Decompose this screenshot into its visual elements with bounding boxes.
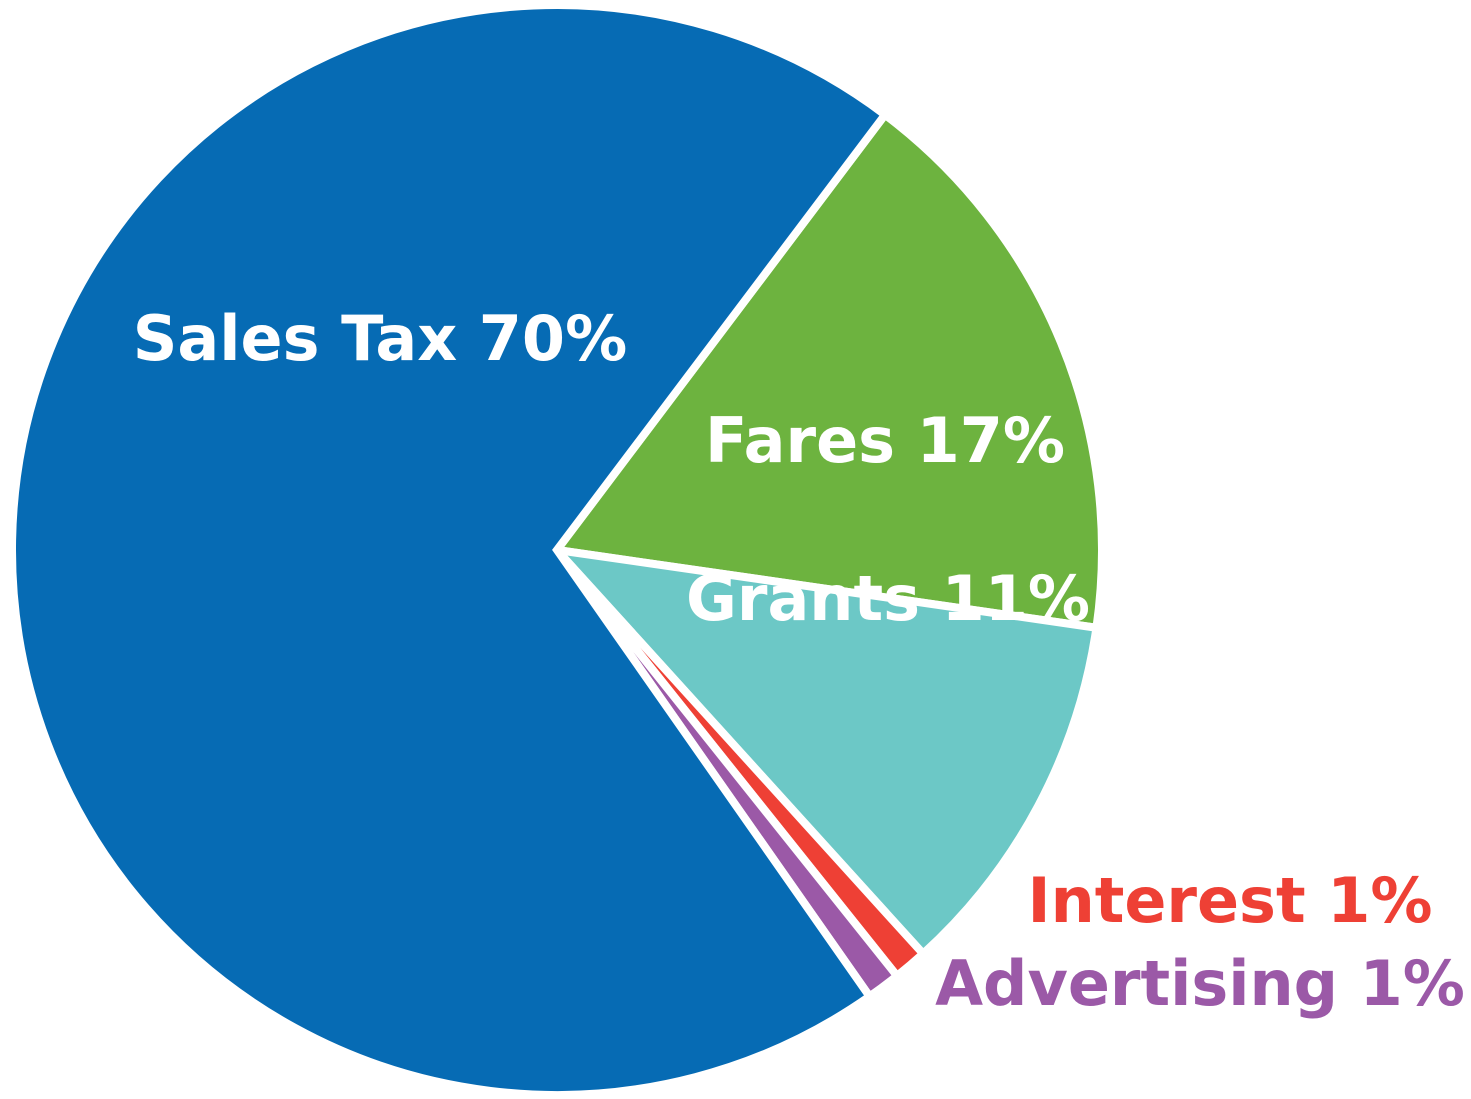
slice-label: Advertising 1% bbox=[935, 947, 1465, 1020]
slice-label: Interest 1% bbox=[1028, 864, 1433, 937]
slice-label: Sales Tax 70% bbox=[133, 302, 627, 375]
slice-value: 17% bbox=[917, 404, 1065, 477]
slice-label: Fares 17% bbox=[705, 404, 1065, 477]
slice-name: Sales Tax bbox=[133, 302, 457, 375]
pie-slice bbox=[549, 109, 1107, 633]
slice-value: 1% bbox=[1327, 864, 1432, 937]
pie-slice bbox=[546, 544, 1101, 960]
slice-value: 1% bbox=[1360, 947, 1465, 1020]
slice-value: 70% bbox=[479, 302, 627, 375]
pie-slice bbox=[8, 1, 891, 1099]
slice-label: Grants 11% bbox=[686, 562, 1090, 635]
slice-value: 11% bbox=[942, 562, 1090, 635]
slice-name: Advertising bbox=[935, 947, 1338, 1020]
slice-name: Grants bbox=[686, 562, 920, 635]
slice-name: Fares bbox=[705, 404, 895, 477]
slice-name: Interest bbox=[1028, 864, 1306, 937]
